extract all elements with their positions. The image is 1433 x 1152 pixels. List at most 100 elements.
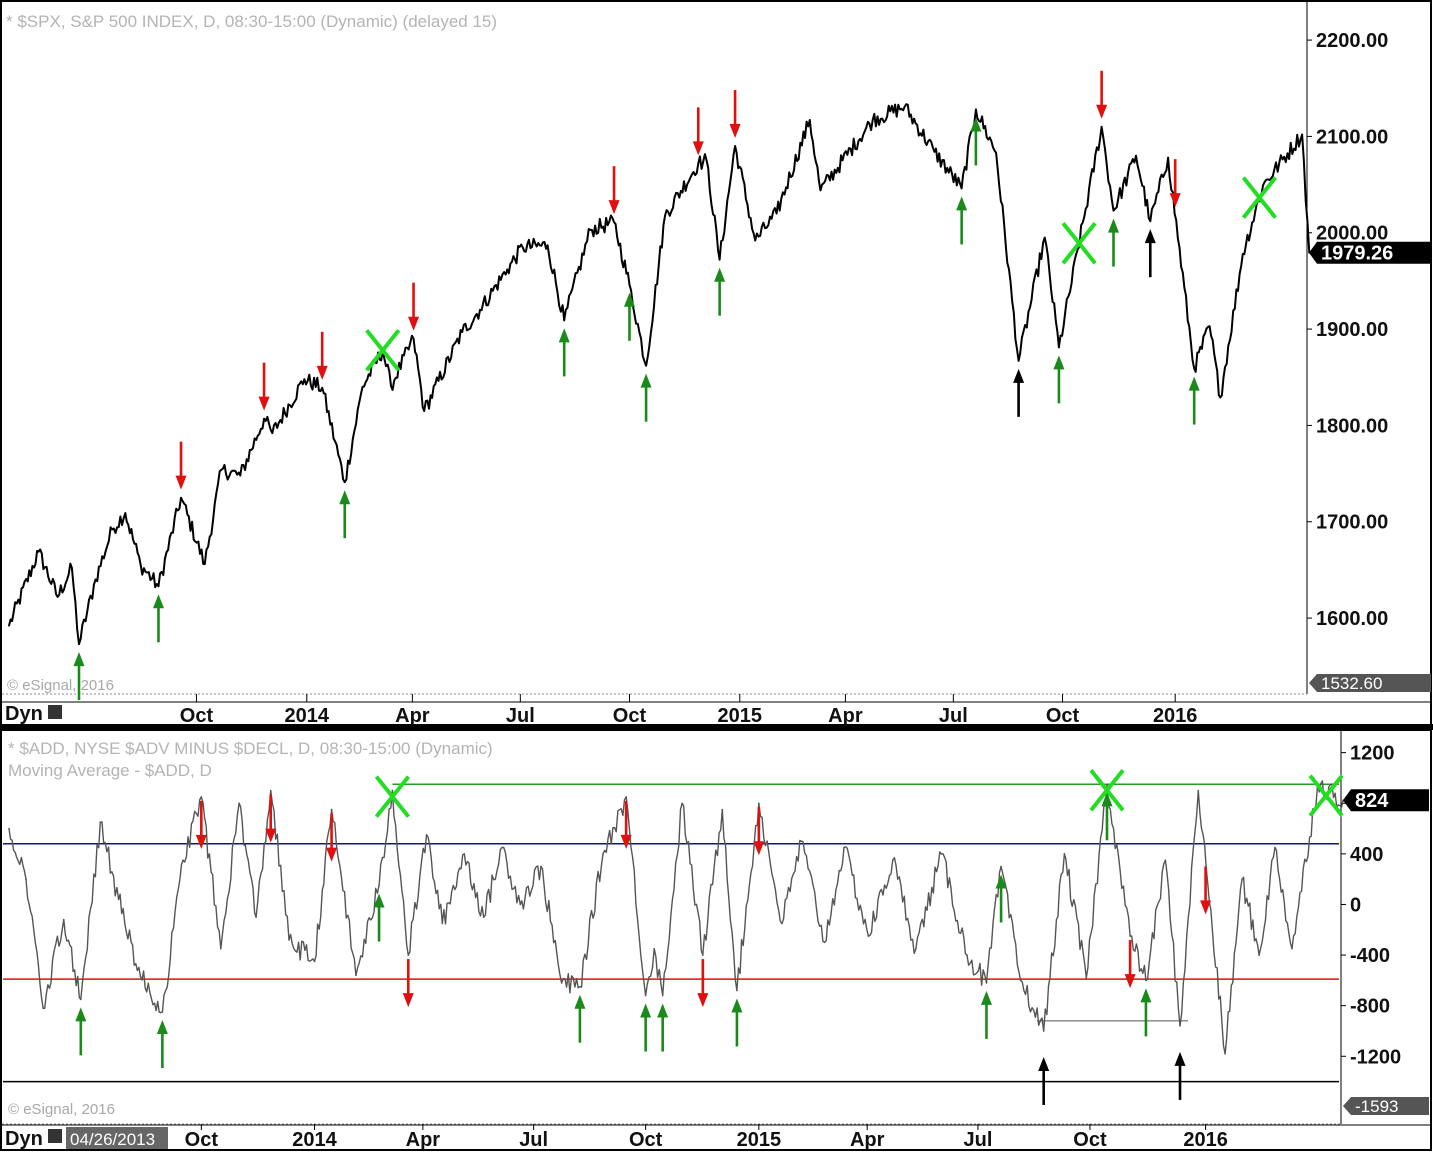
arrow-head: [316, 365, 328, 380]
data-point: [966, 954, 968, 956]
data-point: [775, 212, 778, 215]
x-tick-label: Jul: [519, 1129, 548, 1151]
data-point: [423, 410, 426, 412]
add-corner-button[interactable]: Dyn: [5, 1128, 62, 1150]
axis-min-tag: -1593: [1343, 1097, 1429, 1116]
arrow-head: [175, 475, 187, 490]
data-point: [758, 802, 760, 805]
data-point: [661, 994, 664, 997]
data-point: [1019, 979, 1022, 982]
arrow-head: [1169, 193, 1181, 208]
value-tag-shape: [1309, 241, 1431, 264]
data-point: [613, 221, 615, 223]
green-up-arrow: [956, 196, 968, 245]
data-point: [157, 585, 160, 588]
x-tick-label: Oct: [1073, 1129, 1107, 1151]
red-down-arrow: [326, 813, 338, 862]
arrow-head: [156, 1020, 168, 1035]
data-point: [1145, 979, 1147, 982]
data-point: [705, 159, 708, 162]
green-up-arrow: [73, 652, 85, 701]
spx-price-line: [8, 103, 1311, 646]
x-tick-label: 2016: [1153, 705, 1198, 727]
data-point: [80, 998, 82, 1001]
arrow-head: [152, 594, 164, 609]
data-point: [361, 386, 364, 388]
arrow-head: [1144, 229, 1156, 244]
data-point: [42, 1007, 44, 1010]
data-point: [903, 105, 906, 108]
data-point: [975, 108, 977, 111]
x-tick-label: Jul: [506, 705, 535, 727]
green-up-arrow: [623, 292, 635, 341]
data-point: [1291, 947, 1293, 950]
arrow-head: [995, 874, 1007, 889]
data-point: [1193, 367, 1195, 370]
data-point: [238, 802, 240, 805]
data-point: [56, 596, 59, 598]
red-down-arrow: [316, 331, 328, 380]
data-point: [501, 846, 503, 849]
spx-corner-button[interactable]: Dyn: [5, 703, 62, 725]
y-tick-label: -1200: [1350, 1046, 1401, 1068]
data-point: [461, 331, 463, 333]
data-point: [823, 941, 826, 944]
data-point: [378, 884, 380, 887]
arrow-head: [574, 994, 586, 1009]
chart-settings-icon[interactable]: [48, 1129, 62, 1143]
arrow-head: [692, 141, 704, 156]
data-point: [933, 151, 936, 153]
x-tick-label: Apr: [828, 705, 863, 727]
spx-value-tags: 1979.26 1532.60: [1309, 241, 1431, 693]
data-point: [412, 337, 415, 340]
green-up-arrow: [980, 990, 992, 1039]
green-cross-marker: [1241, 176, 1277, 219]
data-point: [1149, 220, 1152, 222]
data-point: [819, 189, 822, 192]
spx-price-series: [8, 103, 1311, 646]
red-down-arrow: [402, 959, 414, 1008]
cross-stroke: [1308, 774, 1344, 817]
x-tick-label: Apr: [395, 705, 430, 727]
green-up-arrow: [731, 998, 743, 1047]
data-point: [99, 821, 102, 824]
data-point: [718, 258, 721, 261]
data-point: [800, 840, 803, 843]
data-point: [1100, 125, 1103, 128]
arrow-head: [1096, 104, 1108, 119]
chart-settings-icon[interactable]: [48, 705, 62, 719]
data-point: [560, 982, 563, 984]
y-tick-label: -400: [1350, 945, 1390, 967]
data-point: [1262, 184, 1264, 187]
green-cross-marker: [374, 775, 411, 818]
green-up-arrow: [152, 594, 164, 643]
data-point: [255, 916, 257, 918]
add-breadth-series: [8, 780, 1344, 1055]
data-point: [1085, 977, 1088, 979]
data-point: [1179, 1025, 1181, 1027]
green-up-arrow: [339, 490, 351, 539]
arrow-head: [339, 490, 351, 505]
arrow-head: [1200, 900, 1212, 915]
data-point: [94, 578, 97, 581]
green-up-arrow: [640, 1003, 652, 1052]
y-tick-label: 1600.00: [1316, 608, 1388, 630]
start-date-box: [66, 1127, 168, 1149]
data-point: [220, 468, 223, 471]
y-tick-label: 1200: [1350, 743, 1395, 765]
cross-stroke: [1089, 769, 1125, 812]
red-down-arrow: [1096, 70, 1108, 119]
data-point: [37, 550, 40, 553]
data-point: [736, 989, 738, 992]
x-tick-label: Oct: [1046, 705, 1080, 727]
data-point: [71, 567, 73, 569]
arrow-head: [75, 1007, 87, 1022]
x-tick-label: Oct: [185, 1129, 219, 1151]
data-point: [239, 474, 242, 477]
arrow-head: [1053, 355, 1065, 370]
red-down-arrow: [608, 166, 620, 215]
data-point: [161, 1011, 164, 1013]
arrow-head: [265, 828, 277, 843]
data-point: [1301, 133, 1303, 136]
add-value-tags: 824 -1593: [1343, 789, 1429, 1116]
